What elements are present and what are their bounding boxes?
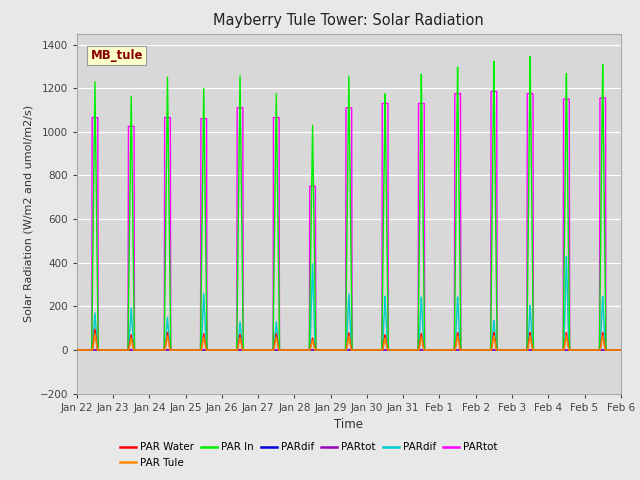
Text: MB_tule: MB_tule [90, 49, 143, 62]
Y-axis label: Solar Radiation (W/m2 and umol/m2/s): Solar Radiation (W/m2 and umol/m2/s) [24, 105, 34, 322]
Title: Mayberry Tule Tower: Solar Radiation: Mayberry Tule Tower: Solar Radiation [213, 13, 484, 28]
Legend: PAR Water, PAR Tule, PAR In, PARdif, PARtot, PARdif, PARtot: PAR Water, PAR Tule, PAR In, PARdif, PAR… [120, 443, 497, 468]
X-axis label: Time: Time [334, 418, 364, 431]
